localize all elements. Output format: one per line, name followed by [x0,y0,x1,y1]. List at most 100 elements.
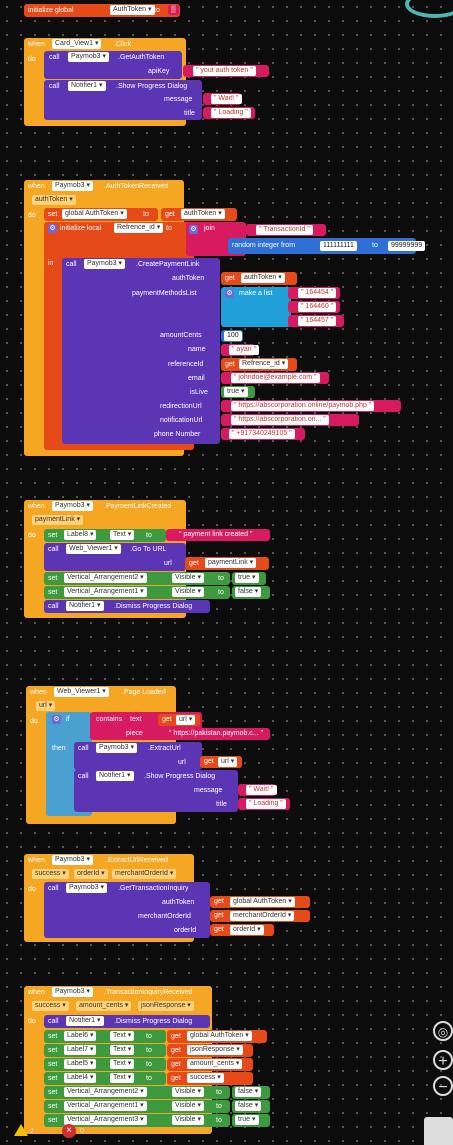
call-dismiss-progress[interactable]: call Notifier1 ▾ .Dismiss Progress Dialo… [44,600,210,613]
component-dropdown[interactable]: Paymob3 ▾ [52,855,94,865]
string-piece[interactable]: " https://pakistan.paymob.c... " [156,728,270,740]
string-email[interactable]: " johndoe@example.com " [221,372,329,384]
string-title[interactable]: " Loading " [238,798,290,810]
get-variable[interactable]: get success ▾ [167,1072,253,1085]
component-dropdown[interactable]: Label7 ▾ [64,1045,97,1055]
api-key-text[interactable]: " yout auth token " [193,66,256,76]
component-dropdown[interactable]: Paymob3 ▾ [52,501,94,511]
boolean-value[interactable]: true ▾ [232,1114,270,1127]
property-dropdown[interactable]: Text ▾ [110,1059,135,1069]
property-dropdown[interactable]: Text ▾ [110,1031,135,1041]
variable-dropdown[interactable]: orderId ▾ [230,925,264,935]
boolean-true[interactable]: true ▾ [232,572,266,585]
component-dropdown[interactable]: Web_Viewer1 ▾ [66,544,121,554]
set-row[interactable]: set Label7 ▾ Text ▾ to [44,1044,166,1057]
property-dropdown[interactable]: Text ▾ [110,1073,135,1083]
boolean-dropdown[interactable]: false ▾ [235,1087,262,1097]
init-global-block[interactable]: initialize global AuthToken ▾ to ▒ [24,4,180,17]
param-url[interactable]: url ▾ [36,701,56,711]
component-dropdown[interactable]: Label5 ▾ [64,1059,97,1069]
set-global-auth-token[interactable]: set global AuthToken ▾ to [44,208,158,221]
component-dropdown[interactable]: Paymob3 ▾ [96,743,138,753]
get-url[interactable]: get url ▾ [200,756,242,768]
param-merchant-order-id[interactable]: merchantOrderId ▾ [112,869,177,879]
component-dropdown[interactable]: Paymob3 ▾ [66,883,108,893]
boolean-is-live[interactable]: true ▾ [221,386,255,398]
string-message[interactable]: " Wait! " [203,93,242,105]
list-item-text[interactable]: " 164457 " [298,316,337,326]
variable-dropdown[interactable]: Refrence_id ▾ [239,359,289,369]
string-title[interactable]: " Loading " [203,107,255,119]
zoom-out-icon[interactable]: − [433,1076,453,1096]
gear-icon[interactable]: ⚙ [189,225,198,234]
get-merchant-order-id[interactable]: get merchantOrderId ▾ [210,910,310,922]
param-auth-token[interactable]: authToken ▾ [32,195,76,205]
property-dropdown[interactable]: Visible ▾ [172,1101,204,1111]
string-list-item-2[interactable]: " 164460 " [288,301,340,313]
component-dropdown[interactable]: Label8 ▾ [64,530,97,540]
string-payment-link-created[interactable]: " payment link created " [166,529,270,541]
get-refrence-id[interactable]: get Refrence_id ▾ [221,358,297,371]
property-dropdown[interactable]: Visible ▾ [172,573,204,583]
component-dropdown[interactable]: Notifier1 ▾ [66,601,104,611]
title-text[interactable]: " Loading " [211,108,251,118]
param-success[interactable]: success ▾ [32,869,69,879]
set-row[interactable]: set Vertical_Arrangement3 ▾ Visible ▾ to [44,1114,230,1127]
get-url[interactable]: get url ▾ [158,714,200,726]
string-notification-url[interactable]: " https://abscorporation.on... " [221,414,359,426]
random-from-value[interactable]: 111111111 [320,241,357,251]
boolean-dropdown[interactable]: false ▾ [235,1101,262,1111]
param-json-response[interactable]: jsonResponse ▾ [138,1001,194,1011]
phone-text[interactable]: " +917340249105 " [229,429,295,439]
string-list-item-3[interactable]: " 164457 " [288,315,344,327]
call-dismiss-progress[interactable]: call Notifier1 ▾ .Dismiss Progress Dialo… [44,1015,210,1028]
param-amount-cents[interactable]: amount_cents ▾ [76,1001,132,1011]
get-variable[interactable]: get global AuthToken ▾ [167,1030,267,1043]
call-get-auth-token[interactable]: call Paymob3 ▾ .GetAuthToken apiKey [44,51,182,79]
variable-dropdown[interactable]: authToken ▾ [181,209,225,219]
variable-dropdown[interactable]: amount_cents ▾ [187,1059,243,1069]
component-dropdown[interactable]: Paymob3 ▾ [68,52,110,62]
component-dropdown[interactable]: Vertical_Arrangement2 ▾ [64,573,147,583]
random-to-value[interactable]: 99999999 [388,241,426,251]
call-create-payment-link[interactable]: call Paymob3 ▾ .CreatePaymentLink authTo… [62,258,220,444]
component-dropdown[interactable]: Notifier1 ▾ [96,771,134,781]
empty-string-value[interactable]: ▒ [168,5,179,15]
get-auth-token[interactable]: get authToken ▾ [161,208,237,221]
call-extract-url[interactable]: call Paymob3 ▾ .ExtractUrl url [74,742,202,770]
call-get-transaction-inquiry[interactable]: call Paymob3 ▾ .GetTransactionInquiry au… [44,882,210,938]
component-dropdown[interactable]: Vertical_Arrangement1 ▾ [64,587,147,597]
property-dropdown[interactable]: Visible ▾ [172,1087,204,1097]
property-dropdown[interactable]: Visible ▾ [172,587,204,597]
string-transaction-id[interactable]: " TransactionId " [246,224,326,236]
get-variable[interactable]: get jsonResponse ▾ [167,1044,253,1057]
property-dropdown[interactable]: Visible ▾ [172,1115,204,1125]
transaction-id-text[interactable]: " TransactionId " [256,225,313,235]
string-message[interactable]: " Wait! " [238,784,277,796]
variable-dropdown[interactable]: global AuthToken ▾ [187,1031,252,1041]
gear-icon[interactable]: ⚙ [225,289,234,298]
string-redirection-url[interactable]: " https://abscorporation.online/paymob.p… [221,400,401,412]
boolean-dropdown[interactable]: true ▾ [235,1115,259,1125]
string-api-key[interactable]: " yout auth token " [183,65,269,77]
variable-dropdown[interactable]: authToken ▾ [241,273,285,283]
variable-dropdown[interactable]: url ▾ [176,715,196,725]
variable-dropdown[interactable]: paymentLink ▾ [205,558,257,568]
set-va1-visible[interactable]: set Vertical_Arrangement1 ▾ Visible ▾ to [44,586,230,599]
property-dropdown[interactable]: Text ▾ [110,530,135,540]
zoom-in-icon[interactable]: + [433,1050,453,1070]
number-amount[interactable]: 100 [221,330,243,342]
message-text[interactable]: " Wait! " [246,785,277,795]
make-a-list-block[interactable]: ⚙ make a list [221,287,291,327]
component-dropdown[interactable]: Notifier1 ▾ [68,81,106,91]
component-dropdown[interactable]: Card_View1 ▾ [52,39,102,49]
boolean-dropdown[interactable]: false ▾ [235,587,262,597]
boolean-false[interactable]: false ▾ [232,586,270,599]
boolean-dropdown[interactable]: true ▾ [224,387,248,397]
property-dropdown[interactable]: Text ▾ [110,1045,135,1055]
string-name[interactable]: " ayan " [221,344,260,356]
set-va2-visible[interactable]: set Vertical_Arrangement2 ▾ Visible ▾ to [44,572,230,585]
component-dropdown[interactable]: Vertical_Arrangement3 ▾ [64,1115,147,1125]
set-row[interactable]: set Label4 ▾ Text ▾ to [44,1072,166,1085]
variable-dropdown[interactable]: merchantOrderId ▾ [230,911,295,921]
